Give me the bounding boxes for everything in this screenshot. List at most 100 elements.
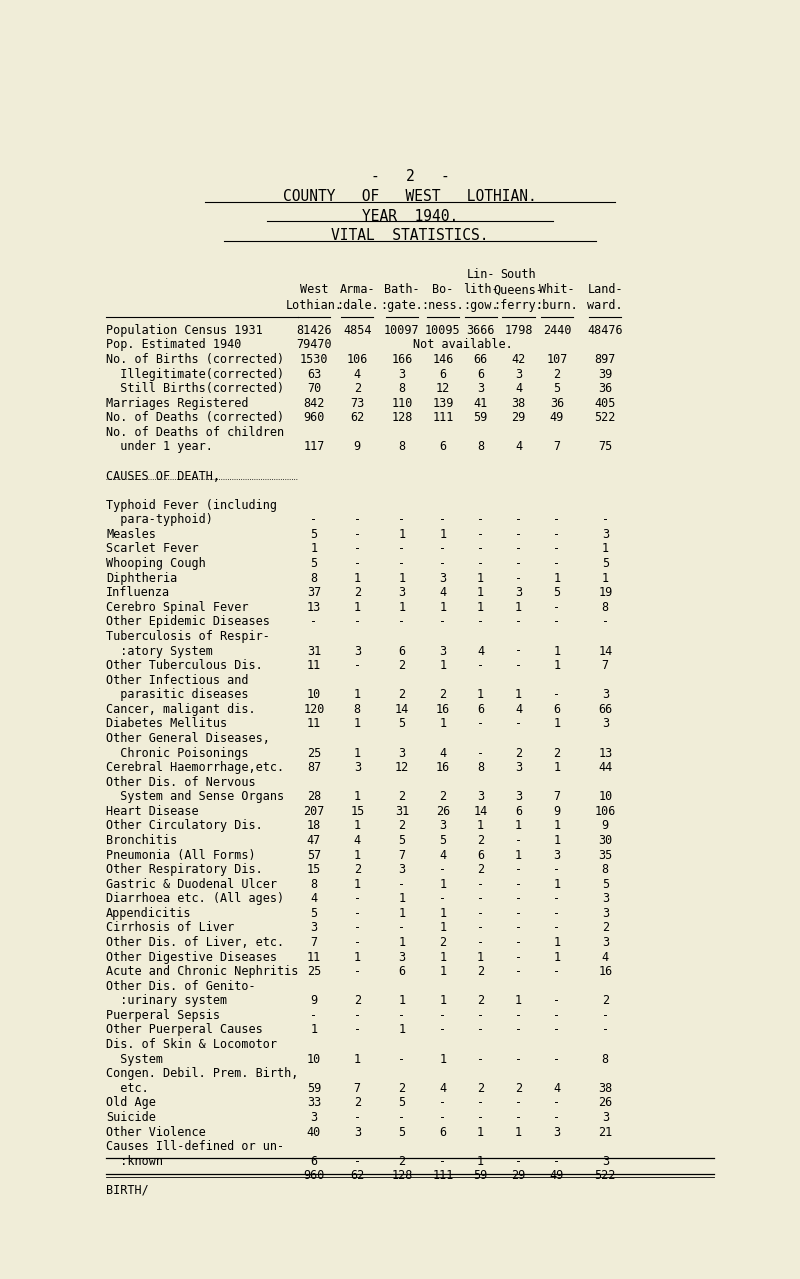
Text: -: - [554,1155,561,1168]
Text: 2: 2 [398,820,406,833]
Text: South: South [501,267,536,280]
Text: 5: 5 [310,528,318,541]
Text: Marriages Registered: Marriages Registered [106,396,249,409]
Text: 3: 3 [354,761,361,774]
Text: 3: 3 [554,1126,561,1138]
Text: 5: 5 [310,907,318,920]
Text: 3: 3 [602,1111,609,1124]
Text: Heart Disease: Heart Disease [106,804,199,817]
Text: 110: 110 [391,396,413,409]
Text: Suicide: Suicide [106,1111,156,1124]
Text: 960: 960 [303,412,325,425]
Text: 5: 5 [398,1096,406,1109]
Text: 4: 4 [515,440,522,454]
Text: 10095: 10095 [425,324,461,336]
Text: -: - [354,528,361,541]
Text: 1: 1 [602,572,609,585]
Text: 16: 16 [436,761,450,774]
Text: 1: 1 [554,718,561,730]
Text: 1: 1 [398,994,406,1008]
Text: 38: 38 [511,396,526,409]
Text: 960: 960 [303,1169,325,1182]
Text: 3: 3 [354,645,361,657]
Text: -: - [477,1009,484,1022]
Text: -: - [554,1096,561,1109]
Text: 26: 26 [598,1096,613,1109]
Text: Other Tuberculous Dis.: Other Tuberculous Dis. [106,659,263,671]
Text: 111: 111 [432,1169,454,1182]
Text: Puerperal Sepsis: Puerperal Sepsis [106,1009,220,1022]
Text: -: - [515,615,522,628]
Text: -: - [398,921,406,935]
Text: 111: 111 [432,412,454,425]
Text: Scarlet Fever: Scarlet Fever [106,542,199,555]
Text: -: - [439,558,446,570]
Text: 35: 35 [598,848,613,862]
Text: 15: 15 [306,863,321,876]
Text: 12: 12 [395,761,409,774]
Text: 87: 87 [306,761,321,774]
Text: 2: 2 [554,367,561,381]
Text: -: - [554,1053,561,1065]
Text: 3: 3 [602,893,609,906]
Text: 42: 42 [511,353,526,366]
Text: -: - [477,907,484,920]
Text: 1: 1 [602,542,609,555]
Text: 522: 522 [594,1169,616,1182]
Text: -: - [515,893,522,906]
Text: 4: 4 [439,586,446,600]
Text: Population Census 1931: Population Census 1931 [106,324,263,336]
Text: VITAL  STATISTICS.: VITAL STATISTICS. [331,229,489,243]
Text: -: - [554,1111,561,1124]
Text: 3: 3 [554,848,561,862]
Text: -: - [515,863,522,876]
Text: -: - [602,1023,609,1036]
Text: -: - [554,863,561,876]
Text: 3: 3 [477,790,484,803]
Text: -: - [354,1155,361,1168]
Text: -: - [477,615,484,628]
Text: parasitic diseases: parasitic diseases [106,688,249,701]
Text: 1: 1 [554,761,561,774]
Text: 1: 1 [439,528,446,541]
Text: -: - [398,542,406,555]
Text: 6: 6 [515,804,522,817]
Text: 1: 1 [398,1023,406,1036]
Text: Cerebral Haemorrhage,etc.: Cerebral Haemorrhage,etc. [106,761,284,774]
Text: :gate.: :gate. [381,299,423,312]
Text: 1: 1 [515,994,522,1008]
Text: -: - [439,615,446,628]
Text: 57: 57 [306,848,321,862]
Text: 3: 3 [398,747,406,760]
Text: 1798: 1798 [504,324,533,336]
Text: 79470: 79470 [296,339,332,352]
Text: under 1 year.: under 1 year. [106,440,213,454]
Text: 38: 38 [598,1082,613,1095]
Text: -: - [398,877,406,890]
Text: Not available.: Not available. [413,339,513,352]
Text: 2: 2 [354,994,361,1008]
Text: :ferry.: :ferry. [494,299,543,312]
Text: 3: 3 [602,936,609,949]
Text: 6: 6 [310,1155,318,1168]
Text: 9: 9 [310,994,318,1008]
Text: 49: 49 [550,412,564,425]
Text: 4: 4 [439,1082,446,1095]
Text: 41: 41 [474,396,488,409]
Text: -: - [439,1111,446,1124]
Text: No. of Deaths of children: No. of Deaths of children [106,426,284,439]
Text: -: - [310,615,318,628]
Text: 106: 106 [346,353,368,366]
Text: 8: 8 [310,877,318,890]
Text: 3: 3 [398,950,406,963]
Text: 3: 3 [602,528,609,541]
Text: 1: 1 [554,820,561,833]
Text: -: - [477,1111,484,1124]
Text: 40: 40 [306,1126,321,1138]
Text: Arma-: Arma- [339,284,375,297]
Text: -: - [602,1009,609,1022]
Text: 5: 5 [310,558,318,570]
Text: :ness.: :ness. [422,299,464,312]
Text: 49: 49 [550,1169,564,1182]
Text: -: - [515,572,522,585]
